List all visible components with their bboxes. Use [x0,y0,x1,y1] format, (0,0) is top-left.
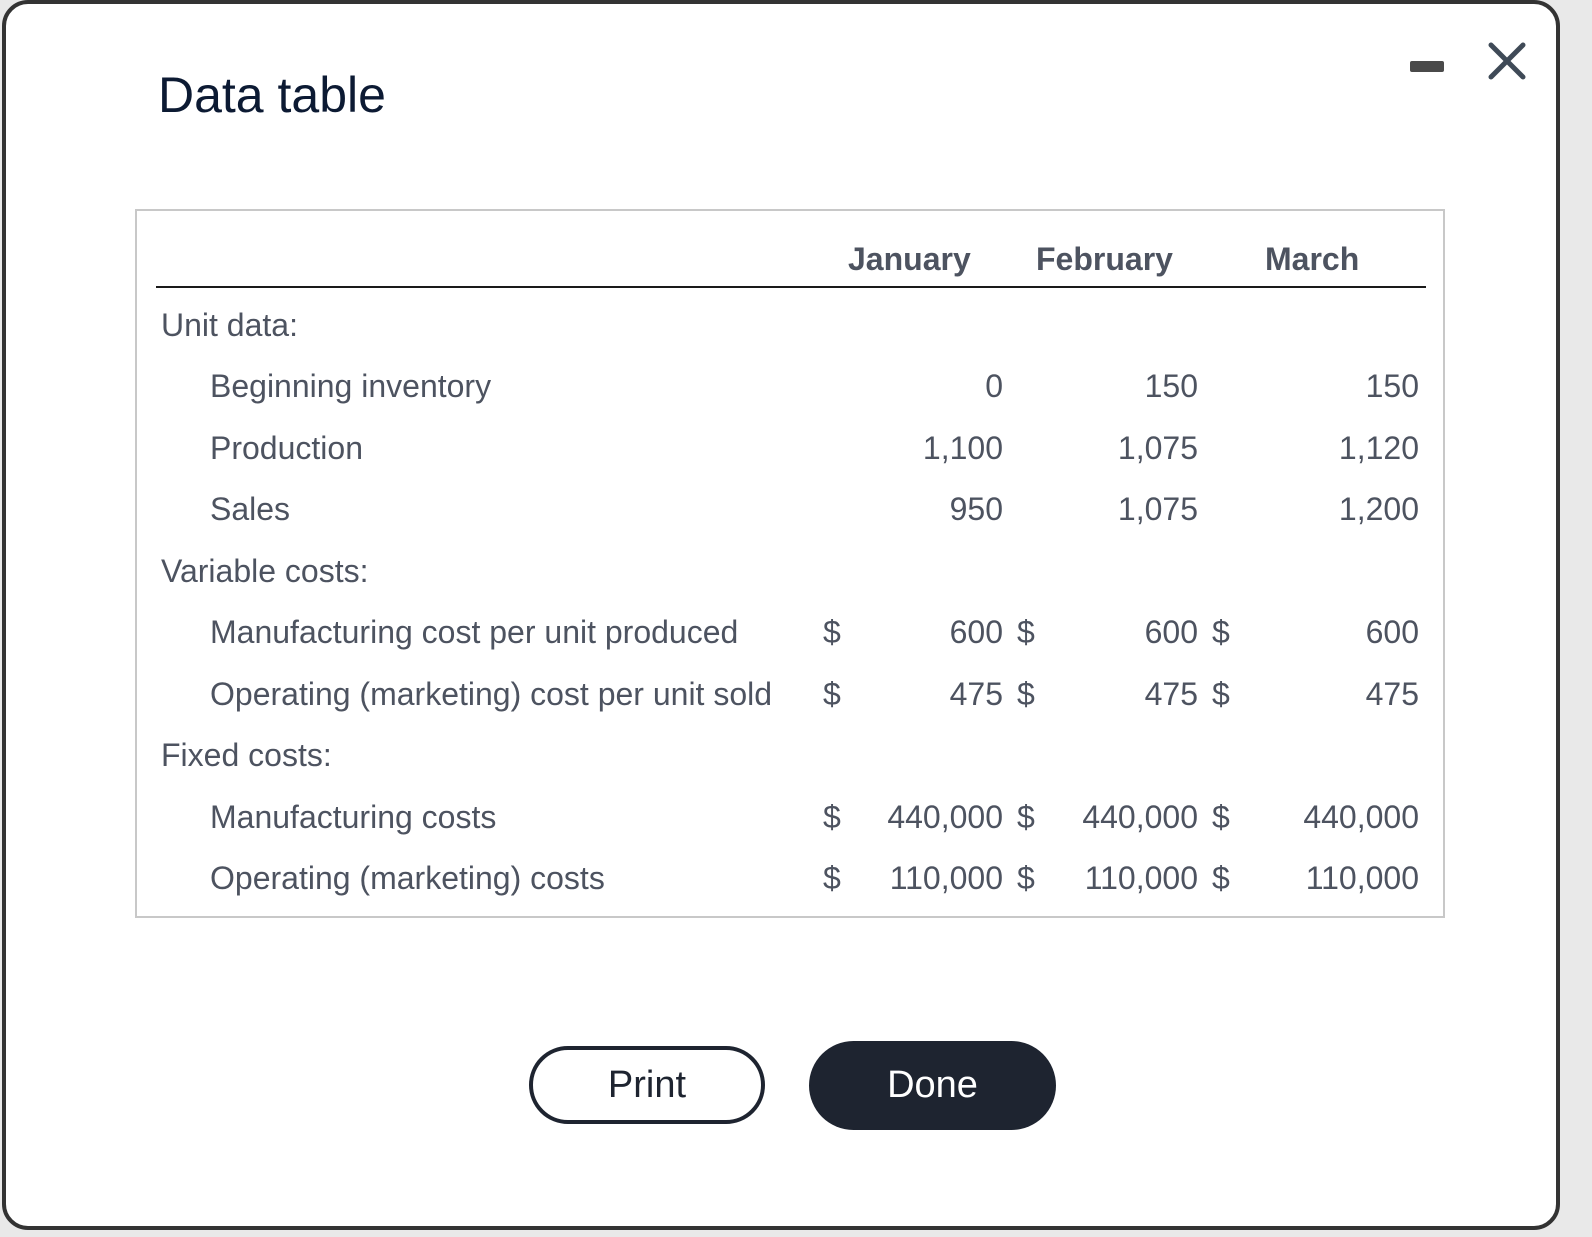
currency-symbol: $ [1017,860,1035,896]
done-button[interactable]: Done [809,1041,1056,1130]
currency-symbol: $ [1017,676,1035,712]
currency-symbol: $ [823,860,841,896]
cell-value: 1,100 [922,430,1003,466]
cell-value: 110,000 [1084,860,1198,896]
minimize-icon [1410,61,1444,72]
currency-symbol: $ [1212,860,1230,896]
column-header-march: March [1265,241,1360,277]
currency-symbol: $ [823,614,841,650]
cell-value: 0 [985,368,1003,404]
cell-value: 440,000 [1303,799,1419,835]
close-button[interactable] [1486,40,1528,82]
column-header-january: January [848,241,971,277]
row-label: Beginning inventory [210,368,492,404]
row-label: Manufacturing cost per unit produced [210,614,739,650]
cell-value: 950 [949,491,1003,527]
column-header-february: February [1036,241,1173,277]
section-label-fixed-costs: Fixed costs: [161,737,332,773]
currency-symbol: $ [1212,799,1230,835]
cell-value: 475 [1144,676,1198,712]
currency-symbol: $ [1017,614,1035,650]
minimize-button[interactable] [1410,58,1444,74]
dialog-title: Data table [158,67,386,123]
row-label: Operating (marketing) costs [210,860,605,896]
cell-value: 110,000 [1305,860,1419,896]
section-label-unit-data: Unit data: [161,307,298,343]
cell-value: 440,000 [887,799,1003,835]
cell-value: 1,200 [1338,491,1419,527]
print-button[interactable]: Print [529,1046,765,1124]
currency-symbol: $ [1212,614,1230,650]
currency-symbol: $ [823,799,841,835]
cell-value: 475 [1365,676,1419,712]
cell-value: 600 [1144,614,1198,650]
currency-symbol: $ [1212,676,1230,712]
data-table: January February March Unit data: Beginn… [135,209,1445,918]
row-label: Manufacturing costs [210,799,497,835]
cell-value: 1,075 [1117,491,1198,527]
currency-symbol: $ [1017,799,1035,835]
cell-value: 150 [1365,368,1419,404]
currency-symbol: $ [823,676,841,712]
row-label: Production [210,430,363,466]
cell-value: 440,000 [1082,799,1198,835]
cell-value: 600 [949,614,1003,650]
close-icon [1488,42,1526,80]
data-table-dialog: Data table January February March Unit d… [2,0,1560,1230]
cell-value: 600 [1365,614,1419,650]
row-label: Sales [210,491,291,527]
cell-value: 1,075 [1117,430,1198,466]
cell-value: 1,120 [1338,430,1419,466]
header-divider [156,286,1426,288]
section-label-variable-costs: Variable costs: [161,553,369,589]
cell-value: 110,000 [889,860,1003,896]
cell-value: 475 [949,676,1003,712]
cell-value: 150 [1144,368,1198,404]
row-label: Operating (marketing) cost per unit sold [210,676,773,712]
